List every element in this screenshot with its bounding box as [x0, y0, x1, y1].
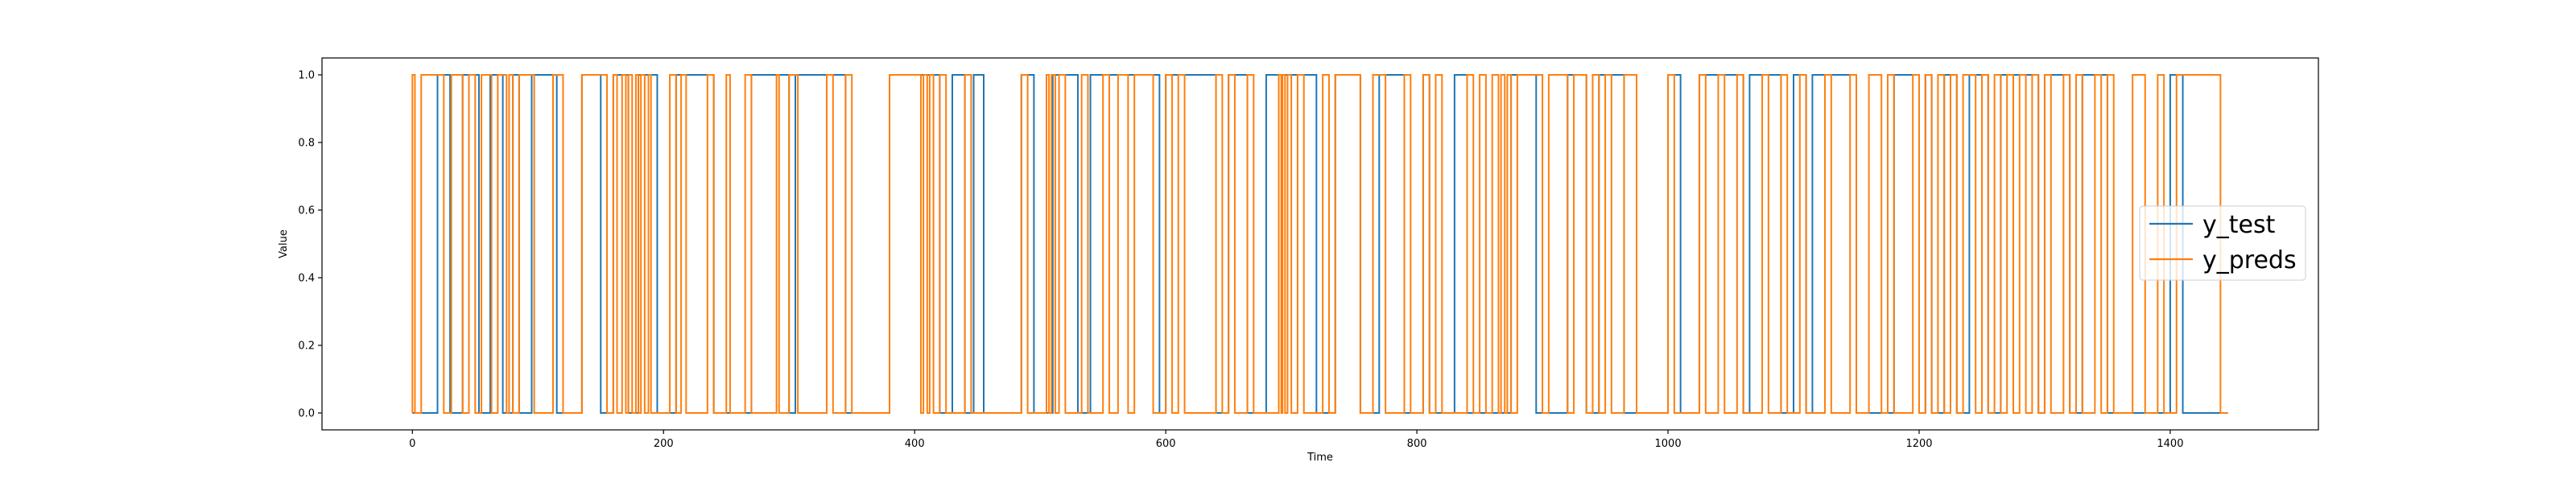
- x-tick-label: 1000: [1655, 438, 1682, 450]
- x-axis-label: Time: [1307, 452, 1333, 464]
- legend-label-y-preds: y_preds: [2202, 246, 2297, 275]
- x-axis: 0 200 400 600 800 1000 1200 1400: [409, 430, 2183, 450]
- plot-frame: [321, 57, 2319, 431]
- y-axis-label: Value: [278, 229, 290, 258]
- series-line-y-preds: [411, 74, 2228, 414]
- x-tick-label: 400: [905, 438, 925, 450]
- x-tick-label: 800: [1407, 438, 1427, 450]
- x-tick-label: 1400: [2157, 438, 2183, 450]
- x-tick-label: 600: [1156, 438, 1176, 450]
- y-tick-label: 0.8: [298, 138, 315, 150]
- y-tick-label: 0.0: [298, 408, 315, 420]
- legend-label-y-test: y_test: [2202, 211, 2276, 239]
- x-tick-label: 1200: [1905, 438, 1932, 450]
- x-tick-label: 200: [654, 438, 674, 450]
- y-tick-label: 1.0: [298, 70, 315, 82]
- y-tick-label: 0.2: [298, 341, 315, 353]
- legend: y_test y_preds: [2139, 205, 2306, 281]
- x-tick-label: 0: [409, 438, 415, 450]
- y-tick-label: 0.4: [298, 273, 315, 285]
- y-tick-label: 0.6: [298, 205, 315, 217]
- series-layer: [411, 74, 2228, 414]
- y-axis: 0.0 0.2 0.4 0.6 0.8 1.0: [298, 70, 322, 420]
